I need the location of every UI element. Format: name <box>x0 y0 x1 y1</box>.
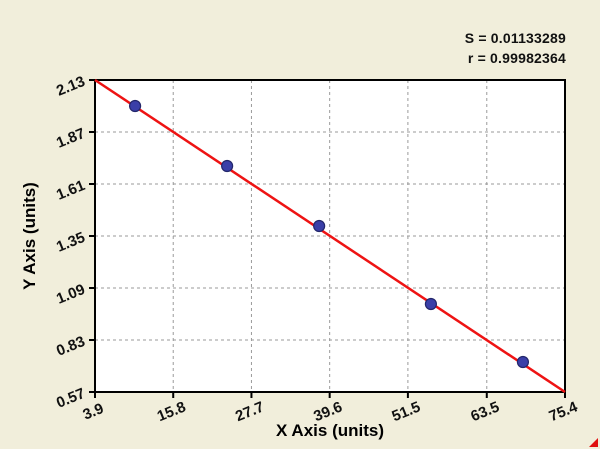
y-tick-label: 1.35 <box>54 229 87 256</box>
y-tick-label: 1.87 <box>54 125 87 152</box>
fit-line <box>94 78 566 394</box>
x-tick-label: 75.4 <box>547 398 581 425</box>
x-tick-label: 3.9 <box>80 400 106 424</box>
data-point <box>221 159 234 173</box>
y-tick-label: 1.61 <box>54 177 87 204</box>
data-point <box>128 99 142 113</box>
y-tick-label: 0.83 <box>54 333 87 360</box>
y-tick-label: 2.13 <box>54 73 87 100</box>
r-value-annotation: r = 0.99982364 <box>467 50 566 66</box>
x-tick-label: 63.5 <box>468 398 501 425</box>
data-point <box>313 219 326 233</box>
data-point <box>516 355 530 369</box>
x-tick-label: 15.8 <box>155 398 188 425</box>
x-tick-label: 27.7 <box>233 398 266 425</box>
x-tick-label: 51.5 <box>389 398 422 425</box>
y-axis-label: Y Axis (units) <box>20 182 39 290</box>
plot-frame <box>94 79 566 393</box>
data-point <box>424 297 438 311</box>
y-tick-label: 1.09 <box>54 281 87 308</box>
s-value-annotation: S = 0.01133289 <box>464 30 566 46</box>
corner-triangle-mark <box>589 438 598 447</box>
x-axis-label: X Axis (units) <box>276 421 384 440</box>
